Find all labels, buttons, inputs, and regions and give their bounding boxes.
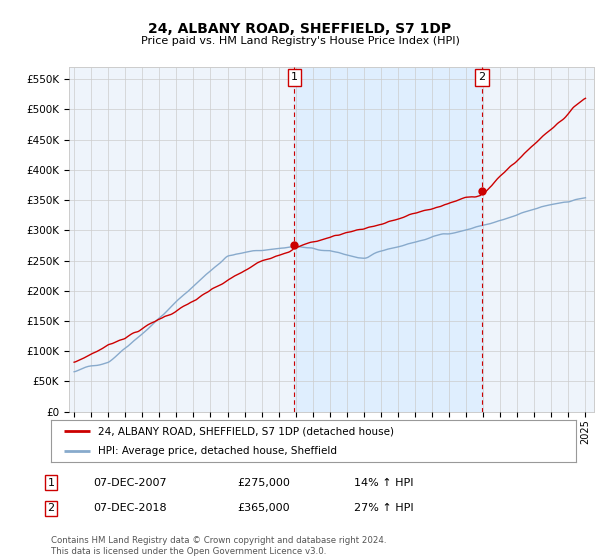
- Text: 24, ALBANY ROAD, SHEFFIELD, S7 1DP: 24, ALBANY ROAD, SHEFFIELD, S7 1DP: [148, 22, 452, 36]
- Text: 14% ↑ HPI: 14% ↑ HPI: [354, 478, 413, 488]
- Text: 2: 2: [478, 72, 485, 82]
- Text: £365,000: £365,000: [237, 503, 290, 514]
- Text: 07-DEC-2018: 07-DEC-2018: [93, 503, 167, 514]
- Text: 1: 1: [47, 478, 55, 488]
- Bar: [295, 67, 482, 412]
- Text: 24, ALBANY ROAD, SHEFFIELD, S7 1DP (detached house): 24, ALBANY ROAD, SHEFFIELD, S7 1DP (deta…: [98, 426, 394, 436]
- Text: Price paid vs. HM Land Registry's House Price Index (HPI): Price paid vs. HM Land Registry's House …: [140, 36, 460, 46]
- Text: £275,000: £275,000: [237, 478, 290, 488]
- Text: HPI: Average price, detached house, Sheffield: HPI: Average price, detached house, Shef…: [98, 446, 337, 456]
- Text: Contains HM Land Registry data © Crown copyright and database right 2024.
This d: Contains HM Land Registry data © Crown c…: [51, 536, 386, 556]
- Text: 27% ↑ HPI: 27% ↑ HPI: [354, 503, 413, 514]
- Text: 07-DEC-2007: 07-DEC-2007: [93, 478, 167, 488]
- Text: 1: 1: [291, 72, 298, 82]
- Text: 2: 2: [47, 503, 55, 514]
